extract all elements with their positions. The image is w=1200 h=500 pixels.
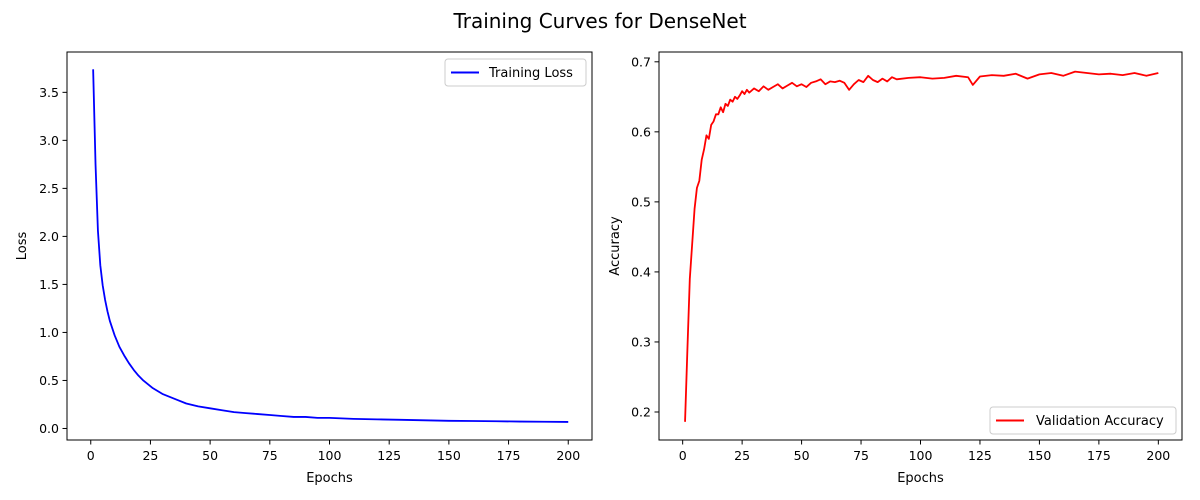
accuracy-chart-series-group	[684, 70, 1159, 422]
accuracy-chart-y-axis-label: Accuracy	[608, 216, 623, 276]
loss-chart-y-tick-label: 3.5	[39, 85, 59, 100]
accuracy-chart-y-tick-label: 0.6	[631, 124, 651, 139]
accuracy-chart-x-tick-label: 150	[1027, 448, 1051, 463]
loss-chart-x-ticks: 0 25 50 75 100 125 150 175 200	[87, 440, 580, 463]
accuracy-chart-y-tick-label: 0.4	[631, 264, 651, 279]
accuracy-chart-x-tick-label: 125	[968, 448, 992, 463]
loss-chart-legend-label: Training Loss	[488, 66, 573, 81]
loss-chart-x-tick-label: 100	[318, 448, 342, 463]
accuracy-chart-x-tick-label: 175	[1087, 448, 1111, 463]
accuracy-chart-x-tick-label: 75	[853, 448, 869, 463]
accuracy-chart-y-tick-label: 0.5	[631, 194, 651, 209]
accuracy-chart-legend-label: Validation Accuracy	[1036, 414, 1164, 429]
loss-chart-x-tick-label: 0	[87, 448, 95, 463]
accuracy-chart-x-axis-label: Epochs	[897, 471, 944, 486]
loss-chart-y-tick-label: 1.5	[39, 277, 59, 292]
loss-chart-x-tick-label: 150	[437, 448, 461, 463]
loss-chart-y-tick-label: 3.0	[39, 133, 59, 148]
accuracy-chart-x-ticks: 0 25 50 75 100 125 150 175 200	[679, 440, 1170, 463]
accuracy-chart-y-ticks: 0.2 0.3 0.4 0.5 0.6 0.7	[631, 54, 659, 419]
loss-chart-x-tick-label: 175	[497, 448, 521, 463]
loss-chart-y-tick-label: 2.0	[39, 229, 59, 244]
accuracy-chart-legend-box	[989, 406, 1177, 435]
accuracy-chart-series-line	[684, 70, 1159, 422]
loss-chart-y-axis-label: Loss	[15, 232, 30, 261]
loss-chart-x-axis-label: Epochs	[306, 471, 353, 486]
loss-chart-y-tick-label: 2.5	[39, 181, 59, 196]
accuracy-chart-x-tick-label: 25	[734, 448, 750, 463]
accuracy-chart-y-tick-label: 0.2	[631, 404, 651, 419]
loss-chart-x-tick-label: 200	[556, 448, 580, 463]
accuracy-chart-plot-frame	[658, 51, 1183, 441]
loss-chart-x-tick-label: 75	[262, 448, 278, 463]
accuracy-chart-x-tick-label: 0	[679, 448, 687, 463]
loss-chart-series-line	[92, 69, 569, 423]
accuracy-chart-y-tick-label: 0.3	[631, 334, 651, 349]
accuracy-chart-y-tick-label: 0.7	[631, 54, 651, 69]
loss-chart-x-tick-label: 25	[142, 448, 158, 463]
suptitle: Training Curves for DenseNet	[452, 9, 746, 33]
loss-chart-y-tick-label: 0.0	[39, 421, 59, 436]
loss-chart: 0 25 50 75 100 125 150 175 200 0.0 0.5 1.0 1.5 2.0 2.…	[15, 51, 593, 486]
accuracy-chart-x-tick-label: 200	[1146, 448, 1170, 463]
loss-chart-legend-box	[444, 58, 587, 87]
loss-chart-series-group	[92, 69, 569, 423]
accuracy-chart: 0 25 50 75 100 125 150 175 200 0.20.30.40.50.60.…	[608, 51, 1183, 486]
loss-chart-legend: Training Loss	[444, 58, 587, 87]
loss-chart-y-tick-label: 1.0	[39, 325, 59, 340]
loss-chart-x-tick-label: 125	[377, 448, 401, 463]
accuracy-chart-x-tick-label: 100	[909, 448, 933, 463]
accuracy-chart-x-tick-label: 50	[794, 448, 810, 463]
loss-chart-y-tick-label: 0.5	[39, 373, 59, 388]
loss-chart-y-ticks: 0.0 0.5 1.0 1.5 2.0 2.5 3.0 3.5	[39, 85, 67, 436]
loss-chart-x-tick-label: 50	[202, 448, 218, 463]
accuracy-chart-legend: Validation Accuracy	[989, 406, 1177, 435]
